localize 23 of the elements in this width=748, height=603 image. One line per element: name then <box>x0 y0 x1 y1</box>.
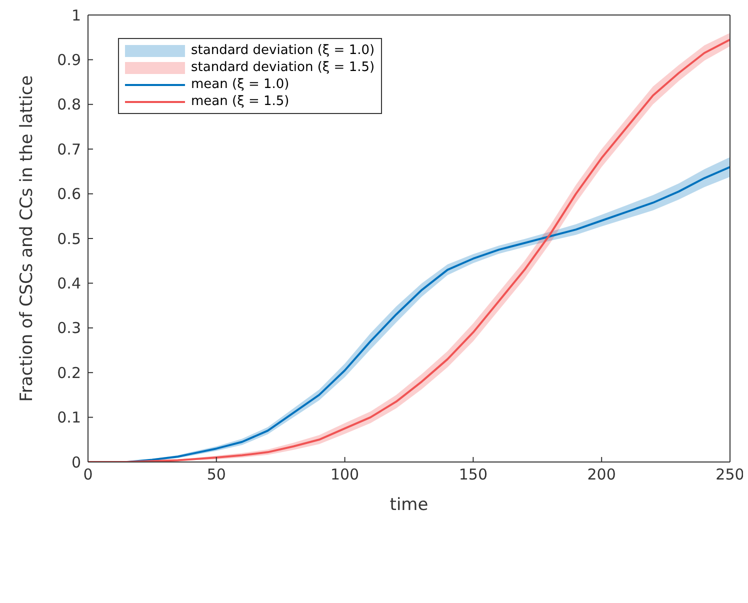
annotation: standard deviation (ξ = 1.0) <box>191 43 375 58</box>
y-tick-label: 0.8 <box>57 96 81 114</box>
y-axis-title: Fraction of CSCs and CCs in the lattice <box>17 75 38 402</box>
y-tick-label: 0.3 <box>57 319 81 338</box>
y-tick-label: 0.4 <box>57 274 81 293</box>
x-tick-label: 250 <box>716 466 744 484</box>
x-tick-label: 50 <box>206 466 226 484</box>
y-tick-label: 0 <box>71 453 81 472</box>
y-tick-label: 1 <box>71 6 81 24</box>
legend-label: mean (ξ = 1.0) <box>191 77 290 92</box>
x-tick-label: 200 <box>587 466 616 484</box>
y-tick-label: 0.1 <box>57 408 81 427</box>
y-tick-label: 0.6 <box>57 185 81 204</box>
legend-label: mean (ξ = 1.5) <box>191 94 290 109</box>
x-tick-label: 0 <box>83 466 93 484</box>
x-tick-label: 150 <box>458 466 488 484</box>
x-axis-title: time <box>390 495 428 515</box>
annotation: standard deviation (ξ = 1.5) <box>191 60 375 75</box>
y-tick-label: 0.7 <box>57 140 81 158</box>
y-tick-label: 0.2 <box>57 364 81 382</box>
y-tick-label: 0.5 <box>57 230 81 248</box>
y-tick-label: 0.9 <box>57 51 81 70</box>
x-tick-label: 100 <box>330 466 360 484</box>
